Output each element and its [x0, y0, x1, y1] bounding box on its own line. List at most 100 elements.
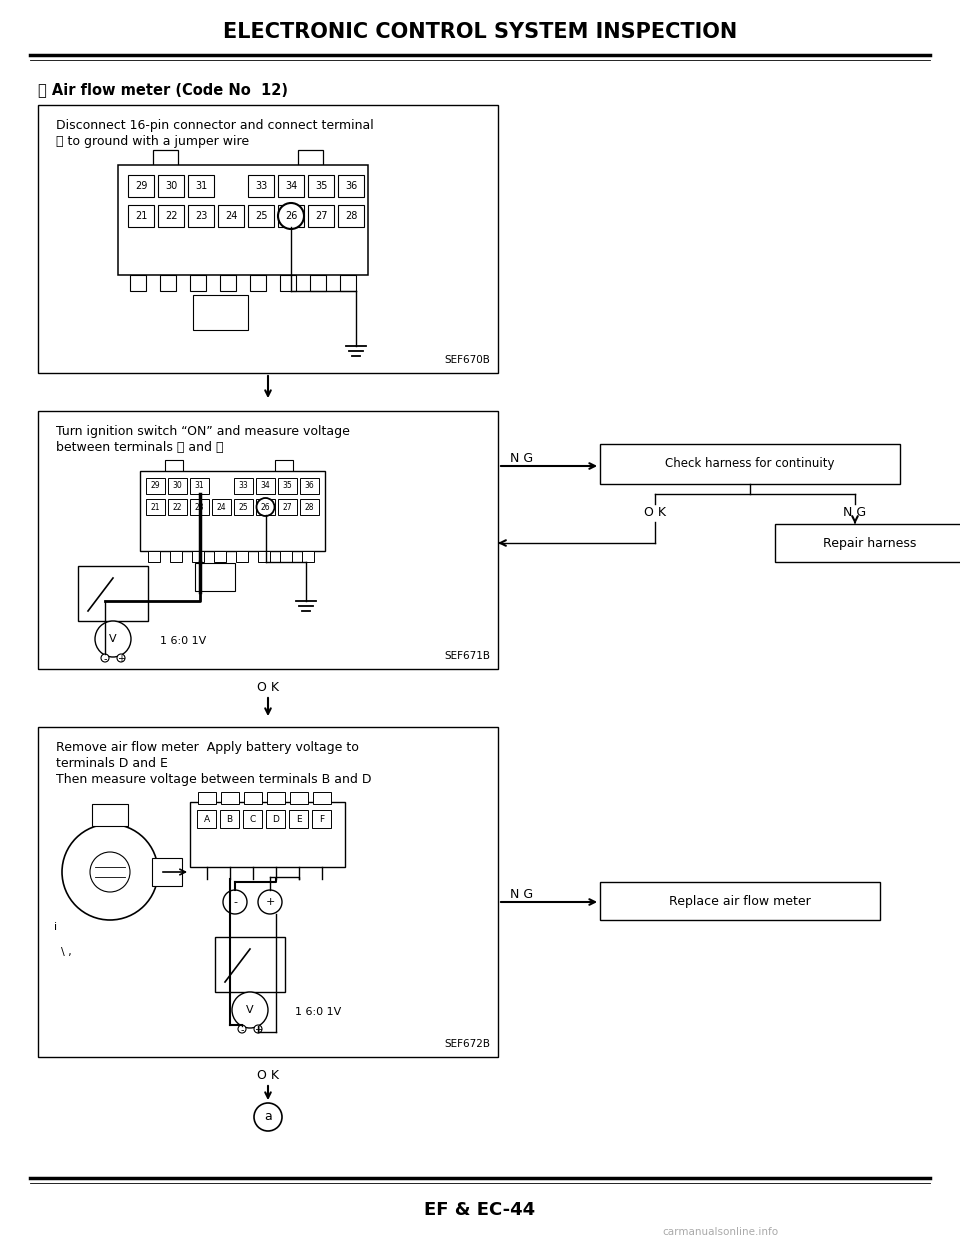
Text: 21: 21: [151, 503, 160, 511]
Text: 27: 27: [282, 503, 292, 511]
Bar: [278, 205, 304, 227]
Text: 23: 23: [195, 503, 204, 511]
Bar: [312, 811, 331, 828]
Bar: [308, 175, 334, 197]
Bar: [338, 205, 364, 227]
Bar: [308, 205, 334, 227]
Bar: [234, 499, 253, 515]
Text: 27: 27: [315, 211, 327, 221]
Bar: [168, 499, 187, 515]
Bar: [148, 551, 160, 562]
Text: 26: 26: [261, 503, 271, 511]
Text: Remove air flow meter  Apply battery voltage to: Remove air flow meter Apply battery volt…: [56, 741, 359, 754]
Bar: [302, 551, 314, 562]
Text: -: -: [104, 653, 107, 663]
Bar: [214, 551, 226, 562]
Bar: [146, 478, 165, 494]
Text: Disconnect 16-pin connector and connect terminal: Disconnect 16-pin connector and connect …: [56, 118, 373, 132]
Text: SEF671B: SEF671B: [444, 651, 490, 661]
Bar: [146, 499, 165, 515]
Bar: [275, 460, 293, 473]
Bar: [152, 858, 182, 887]
Bar: [190, 802, 345, 867]
Bar: [197, 811, 216, 828]
Bar: [256, 499, 275, 515]
Circle shape: [95, 621, 131, 657]
Text: 23: 23: [195, 211, 207, 221]
Bar: [258, 551, 270, 562]
Bar: [198, 792, 216, 804]
Text: O K: O K: [257, 1069, 279, 1082]
Text: 30: 30: [173, 481, 182, 490]
Bar: [266, 811, 285, 828]
Bar: [165, 460, 183, 473]
Text: EF & EC-44: EF & EC-44: [424, 1201, 536, 1220]
Bar: [215, 936, 285, 993]
Bar: [248, 205, 274, 227]
Text: N G: N G: [844, 506, 867, 519]
Bar: [170, 551, 182, 562]
Bar: [220, 811, 239, 828]
Bar: [250, 276, 266, 291]
Text: -: -: [233, 897, 237, 907]
Bar: [280, 276, 296, 291]
Text: terminals D and E: terminals D and E: [56, 757, 168, 769]
Bar: [248, 175, 274, 197]
Text: 1 6:0 1V: 1 6:0 1V: [160, 636, 206, 646]
Bar: [310, 276, 326, 291]
Text: 30: 30: [165, 181, 178, 191]
Text: carmanualsonline.info: carmanualsonline.info: [662, 1227, 778, 1237]
Text: SEF670B: SEF670B: [444, 355, 490, 365]
Circle shape: [254, 1104, 282, 1131]
Text: 25: 25: [254, 211, 267, 221]
Text: Ⓑ Air flow meter (Code No  12): Ⓑ Air flow meter (Code No 12): [38, 82, 288, 97]
Bar: [128, 205, 154, 227]
Circle shape: [101, 653, 109, 662]
Bar: [190, 499, 209, 515]
Text: 29: 29: [151, 481, 160, 490]
Bar: [160, 276, 176, 291]
Bar: [92, 804, 128, 826]
Bar: [38, 105, 498, 373]
Bar: [289, 811, 308, 828]
Text: O K: O K: [644, 506, 666, 519]
Text: 24: 24: [225, 211, 237, 221]
Circle shape: [117, 653, 125, 662]
Text: 28: 28: [345, 211, 357, 221]
Text: F: F: [319, 814, 324, 823]
Text: 29: 29: [134, 181, 147, 191]
Bar: [195, 562, 235, 591]
Bar: [192, 551, 204, 562]
Text: V: V: [109, 633, 117, 643]
Text: 34: 34: [260, 481, 271, 490]
Circle shape: [232, 993, 268, 1028]
Bar: [212, 499, 231, 515]
Text: 25: 25: [239, 503, 249, 511]
Bar: [600, 444, 900, 484]
Bar: [338, 175, 364, 197]
Text: N G: N G: [510, 451, 533, 464]
Bar: [38, 727, 498, 1057]
Text: 26: 26: [285, 211, 298, 221]
Bar: [267, 792, 285, 804]
Bar: [218, 205, 244, 227]
Bar: [38, 412, 498, 668]
Text: 22: 22: [165, 211, 178, 221]
Bar: [278, 175, 304, 197]
Text: O K: O K: [257, 681, 279, 695]
Circle shape: [62, 824, 158, 920]
Text: D: D: [272, 814, 279, 823]
Text: \ ,: \ ,: [60, 946, 71, 956]
Bar: [188, 205, 214, 227]
Bar: [256, 478, 275, 494]
Bar: [300, 499, 319, 515]
Text: +: +: [265, 897, 275, 907]
Text: 21: 21: [134, 211, 147, 221]
Bar: [118, 165, 368, 276]
Text: 34: 34: [285, 181, 298, 191]
Text: 33: 33: [254, 181, 267, 191]
Text: i: i: [55, 922, 58, 932]
Bar: [278, 478, 297, 494]
Bar: [168, 478, 187, 494]
Circle shape: [278, 203, 304, 229]
